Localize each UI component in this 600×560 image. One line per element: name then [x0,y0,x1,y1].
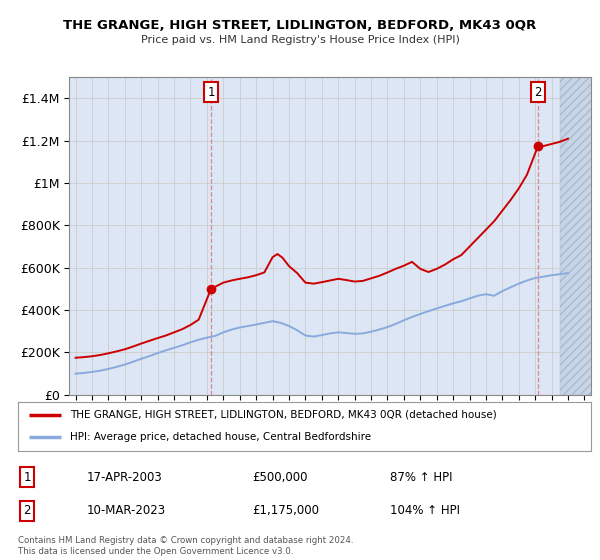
Text: 1: 1 [207,86,215,99]
Bar [560,77,593,395]
Text: 17-APR-2003: 17-APR-2003 [87,470,163,484]
Text: THE GRANGE, HIGH STREET, LIDLINGTON, BEDFORD, MK43 0QR (detached house): THE GRANGE, HIGH STREET, LIDLINGTON, BED… [70,410,496,420]
Text: 2: 2 [23,504,31,517]
Text: 1: 1 [23,470,31,484]
Text: THE GRANGE, HIGH STREET, LIDLINGTON, BEDFORD, MK43 0QR: THE GRANGE, HIGH STREET, LIDLINGTON, BED… [64,18,536,32]
Text: 10-MAR-2023: 10-MAR-2023 [87,504,166,517]
Text: 104% ↑ HPI: 104% ↑ HPI [390,504,460,517]
Text: 2: 2 [534,86,542,99]
Text: £500,000: £500,000 [252,470,308,484]
Text: Contains HM Land Registry data © Crown copyright and database right 2024.
This d: Contains HM Land Registry data © Crown c… [18,536,353,556]
Text: 87% ↑ HPI: 87% ↑ HPI [390,470,452,484]
Text: Price paid vs. HM Land Registry's House Price Index (HPI): Price paid vs. HM Land Registry's House … [140,35,460,45]
Text: HPI: Average price, detached house, Central Bedfordshire: HPI: Average price, detached house, Cent… [70,432,371,442]
Text: £1,175,000: £1,175,000 [252,504,319,517]
